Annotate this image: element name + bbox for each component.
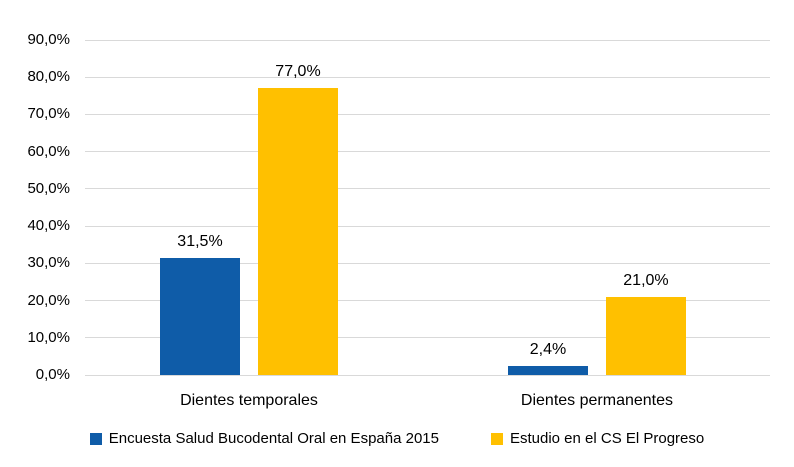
gridline: [85, 76, 770, 78]
y-axis-tick-label: 80,0%: [27, 68, 70, 86]
gridline: [85, 262, 770, 264]
y-axis-tick-label: 20,0%: [27, 291, 70, 309]
y-axis-tick-label: 40,0%: [27, 217, 70, 235]
y-axis-tick-label: 10,0%: [27, 328, 70, 346]
gridline: [85, 225, 770, 227]
bar-value-label: 21,0%: [623, 271, 669, 289]
bar-value-label: 2,4%: [529, 341, 567, 359]
gridline: [85, 188, 770, 190]
y-axis-tick-label: 70,0%: [27, 105, 70, 123]
legend-swatch-icon: [89, 432, 102, 445]
gridline: [85, 113, 770, 115]
bar-value-label: 77,0%: [275, 63, 321, 81]
gridline: [85, 337, 770, 339]
bar-series1-cat1: [159, 257, 240, 375]
legend-swatch-icon: [490, 432, 503, 445]
y-axis-tick-label: 0,0%: [35, 366, 70, 383]
legend-label: Encuesta Salud Bucodental Oral en España…: [108, 430, 439, 447]
gridline: [85, 300, 770, 302]
y-axis-tick-label: 90,0%: [27, 31, 70, 48]
gridline: [85, 39, 770, 41]
bar-series2-cat2: [605, 296, 686, 375]
bar-series1-cat2: [507, 366, 588, 375]
category-label: Dientes temporales: [180, 392, 318, 409]
category-label: Dientes permanentes: [520, 392, 674, 409]
plot-area: [85, 39, 770, 376]
y-axis-tick-label: 30,0%: [27, 254, 70, 272]
bar-value-label: 31,5%: [177, 232, 223, 250]
legend-item: Encuesta Salud Bucodental Oral en España…: [89, 430, 439, 447]
y-axis-tick-label: 50,0%: [27, 179, 70, 197]
legend-label: Estudio en el CS El Progreso: [509, 430, 705, 447]
y-axis-tick-label: 60,0%: [27, 142, 70, 160]
legend: Encuesta Salud Bucodental Oral en España…: [0, 430, 794, 447]
gridline: [85, 374, 770, 376]
bar-series2-cat1: [257, 88, 338, 375]
legend-item: Estudio en el CS El Progreso: [490, 430, 705, 447]
gridline: [85, 151, 770, 153]
